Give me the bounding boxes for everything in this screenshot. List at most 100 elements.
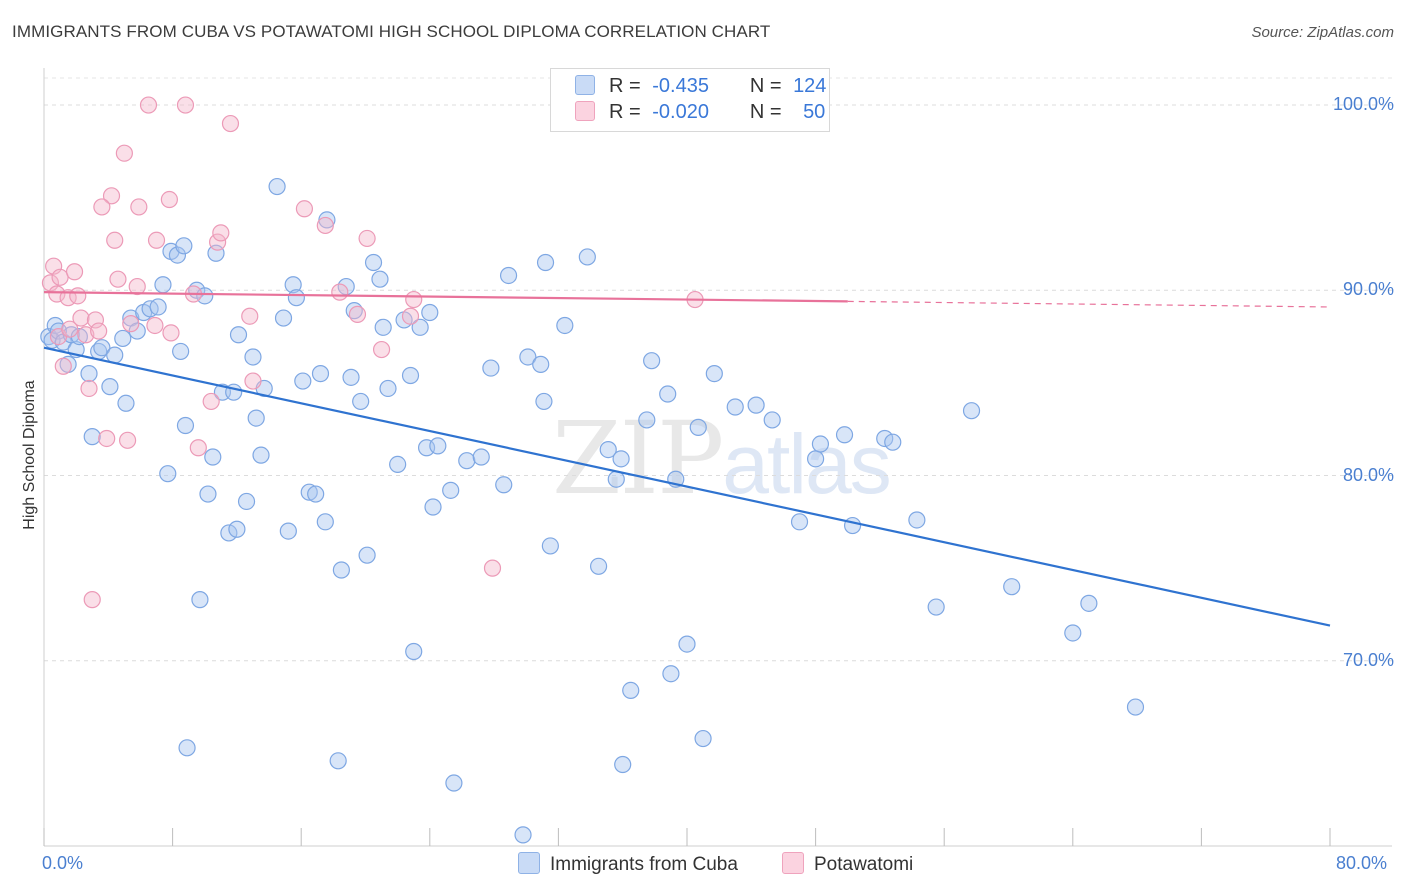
cuba-point [445,774,463,792]
potawatomi-point [118,431,137,449]
cuba-point [154,276,172,294]
cuba-point [371,270,389,288]
cuba-point [358,546,376,564]
potawatomi-point [209,233,227,251]
cuba-point [159,465,177,483]
cuba-point [228,520,246,538]
potawatomi-point [72,309,90,327]
cuba-point [411,318,429,336]
cuba-point [204,448,222,466]
cuba-point [352,392,370,411]
cuba-point [747,396,765,414]
legend-row-potawatomi: R = -0.020 N = 50 [575,101,825,125]
cuba-point [962,402,981,420]
potawatomi-point [316,216,334,235]
legend-r-value-cuba: -0.435 [652,75,709,97]
legend-r-label: R = [609,101,641,123]
cuba-point [316,513,334,531]
legend-n-label: N = [749,101,782,123]
potawatomi-point [176,96,195,114]
cuba-point [876,429,894,448]
potawatomi-point [77,326,95,344]
potawatomi-point [54,357,72,375]
potawatomi-point [139,96,158,114]
cuba-point [311,365,330,383]
cuba-point [643,352,661,370]
bottom-legend-swatch-potawatomi [782,852,804,874]
cuba-point [532,355,550,373]
cuba-point [247,409,265,427]
y-tick-label: 90.0% [1342,279,1394,300]
potawatomi-point [69,287,87,305]
potawatomi-point [61,320,79,338]
potawatomi-point [212,224,230,242]
cuba-point [514,826,532,844]
cuba-point [1080,594,1098,612]
potawatomi-point [189,439,207,457]
chart-title: IMMIGRANTS FROM CUBA VS POTAWATOMI HIGH … [12,22,771,41]
cuba-point [694,729,712,748]
potawatomi-point [48,285,66,303]
trend-lines [43,291,1331,627]
cuba-point [536,253,555,272]
cuba-point [927,598,945,616]
cuba-point [374,318,392,336]
cuba-point [790,513,809,531]
potawatomi-point [202,392,220,411]
cuba-point [329,752,347,770]
bottom-legend-swatch-cuba [518,852,540,874]
cuba-point [499,266,518,285]
source-label: Source: ZipAtlas.com [1251,24,1394,41]
cuba-point [389,455,407,474]
cuba-point [638,411,656,429]
cuba-point [622,681,640,700]
cuba-point [307,485,325,503]
potawatomi-point [90,322,108,340]
cuba-point [429,437,447,455]
cuba-point [149,298,167,316]
bottom-legend-label-cuba: Immigrants from Cuba [550,854,738,875]
legend-n-value-cuba: 124 [793,75,827,97]
series-cuba-points [40,177,1145,844]
potawatomi-point [51,268,69,286]
cuba-point [659,385,677,403]
cuba-point [342,368,360,386]
cuba-point [908,511,926,529]
cuba-point [424,498,442,516]
cuba-point [83,428,101,446]
legend-swatch-cuba [575,75,595,95]
legend-n-label: N = [749,75,782,97]
cuba-point [495,476,513,494]
cuba-point [252,446,270,464]
y-tick-label: 80.0% [1342,464,1394,485]
axes [43,68,1392,847]
potawatomi-point [244,372,262,390]
cuba-point [178,739,196,757]
cuba-point [287,289,305,307]
cuba-point [578,248,596,266]
series-potawatomi-points [41,96,704,609]
legend-swatch-potawatomi [575,101,595,121]
potawatomi-point [106,231,124,249]
potawatomi-trend-extension [847,300,1331,308]
correlation-legend: R = -0.435 N = 124 R = -0.020 N = 50 [550,68,830,132]
cuba-point [519,348,537,366]
bottom-legend-cuba: Immigrants from Cuba [518,852,738,876]
legend-r-value-potawatomi: -0.020 [652,101,709,123]
cuba-point [294,372,312,390]
cuba-point [284,276,302,294]
potawatomi-point [221,114,240,133]
potawatomi-point [98,429,116,448]
cuba-point [689,418,707,436]
potawatomi-point [331,283,349,301]
cuba-point [364,253,383,272]
cuba-point [556,316,574,335]
potawatomi-point [86,311,105,329]
potawatomi-point [122,315,140,333]
cuba-point [835,426,854,444]
potawatomi-point [83,591,101,609]
cuba-point [472,448,490,466]
cuba-point [589,557,608,575]
cuba-point [599,440,617,459]
